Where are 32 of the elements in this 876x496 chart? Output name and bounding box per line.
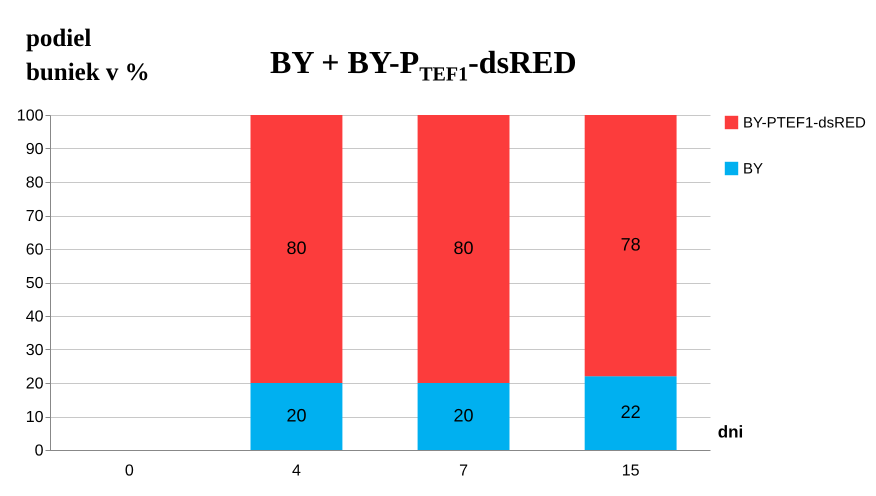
x-tick-label: 15 bbox=[622, 462, 640, 480]
data-label: 20 bbox=[286, 406, 306, 426]
data-label: 80 bbox=[286, 238, 306, 258]
bar bbox=[584, 376, 677, 450]
y-tick-label: 100 bbox=[16, 108, 44, 124]
bar bbox=[250, 115, 342, 383]
bar bbox=[418, 383, 510, 450]
y-tick-label: 30 bbox=[26, 342, 44, 359]
y-tick-label: 10 bbox=[26, 409, 44, 426]
data-label: 80 bbox=[454, 238, 474, 258]
x-axis-title: dni bbox=[718, 422, 744, 442]
y-tick-label: 80 bbox=[26, 174, 44, 192]
legend-label: BY bbox=[743, 160, 764, 178]
legend-label: BY-PTEF1-dsRED bbox=[743, 114, 866, 132]
bar bbox=[250, 383, 342, 450]
data-label: 78 bbox=[620, 234, 641, 255]
bar bbox=[418, 115, 510, 383]
y-tick-label: 0 bbox=[34, 442, 44, 460]
data-label: 22 bbox=[620, 402, 641, 422]
chart-title: BY + BY-P$_{TEF1}$-dsRED bbox=[270, 44, 577, 86]
y-tick-label: 20 bbox=[26, 376, 44, 392]
x-tick-label: 0 bbox=[124, 462, 134, 480]
y-tick-label: 60 bbox=[26, 242, 44, 258]
y-tick-label: 70 bbox=[26, 208, 44, 225]
data-label: 20 bbox=[454, 406, 474, 426]
y-tick-label: 40 bbox=[26, 308, 44, 326]
y-axis-title: podiel buniek v % bbox=[26, 24, 151, 88]
x-tick-label: 7 bbox=[459, 462, 468, 480]
y-tick-label: 90 bbox=[26, 141, 44, 158]
x-tick-label: 4 bbox=[292, 462, 302, 480]
bar bbox=[584, 115, 677, 376]
y-tick-label: 50 bbox=[26, 275, 44, 292]
